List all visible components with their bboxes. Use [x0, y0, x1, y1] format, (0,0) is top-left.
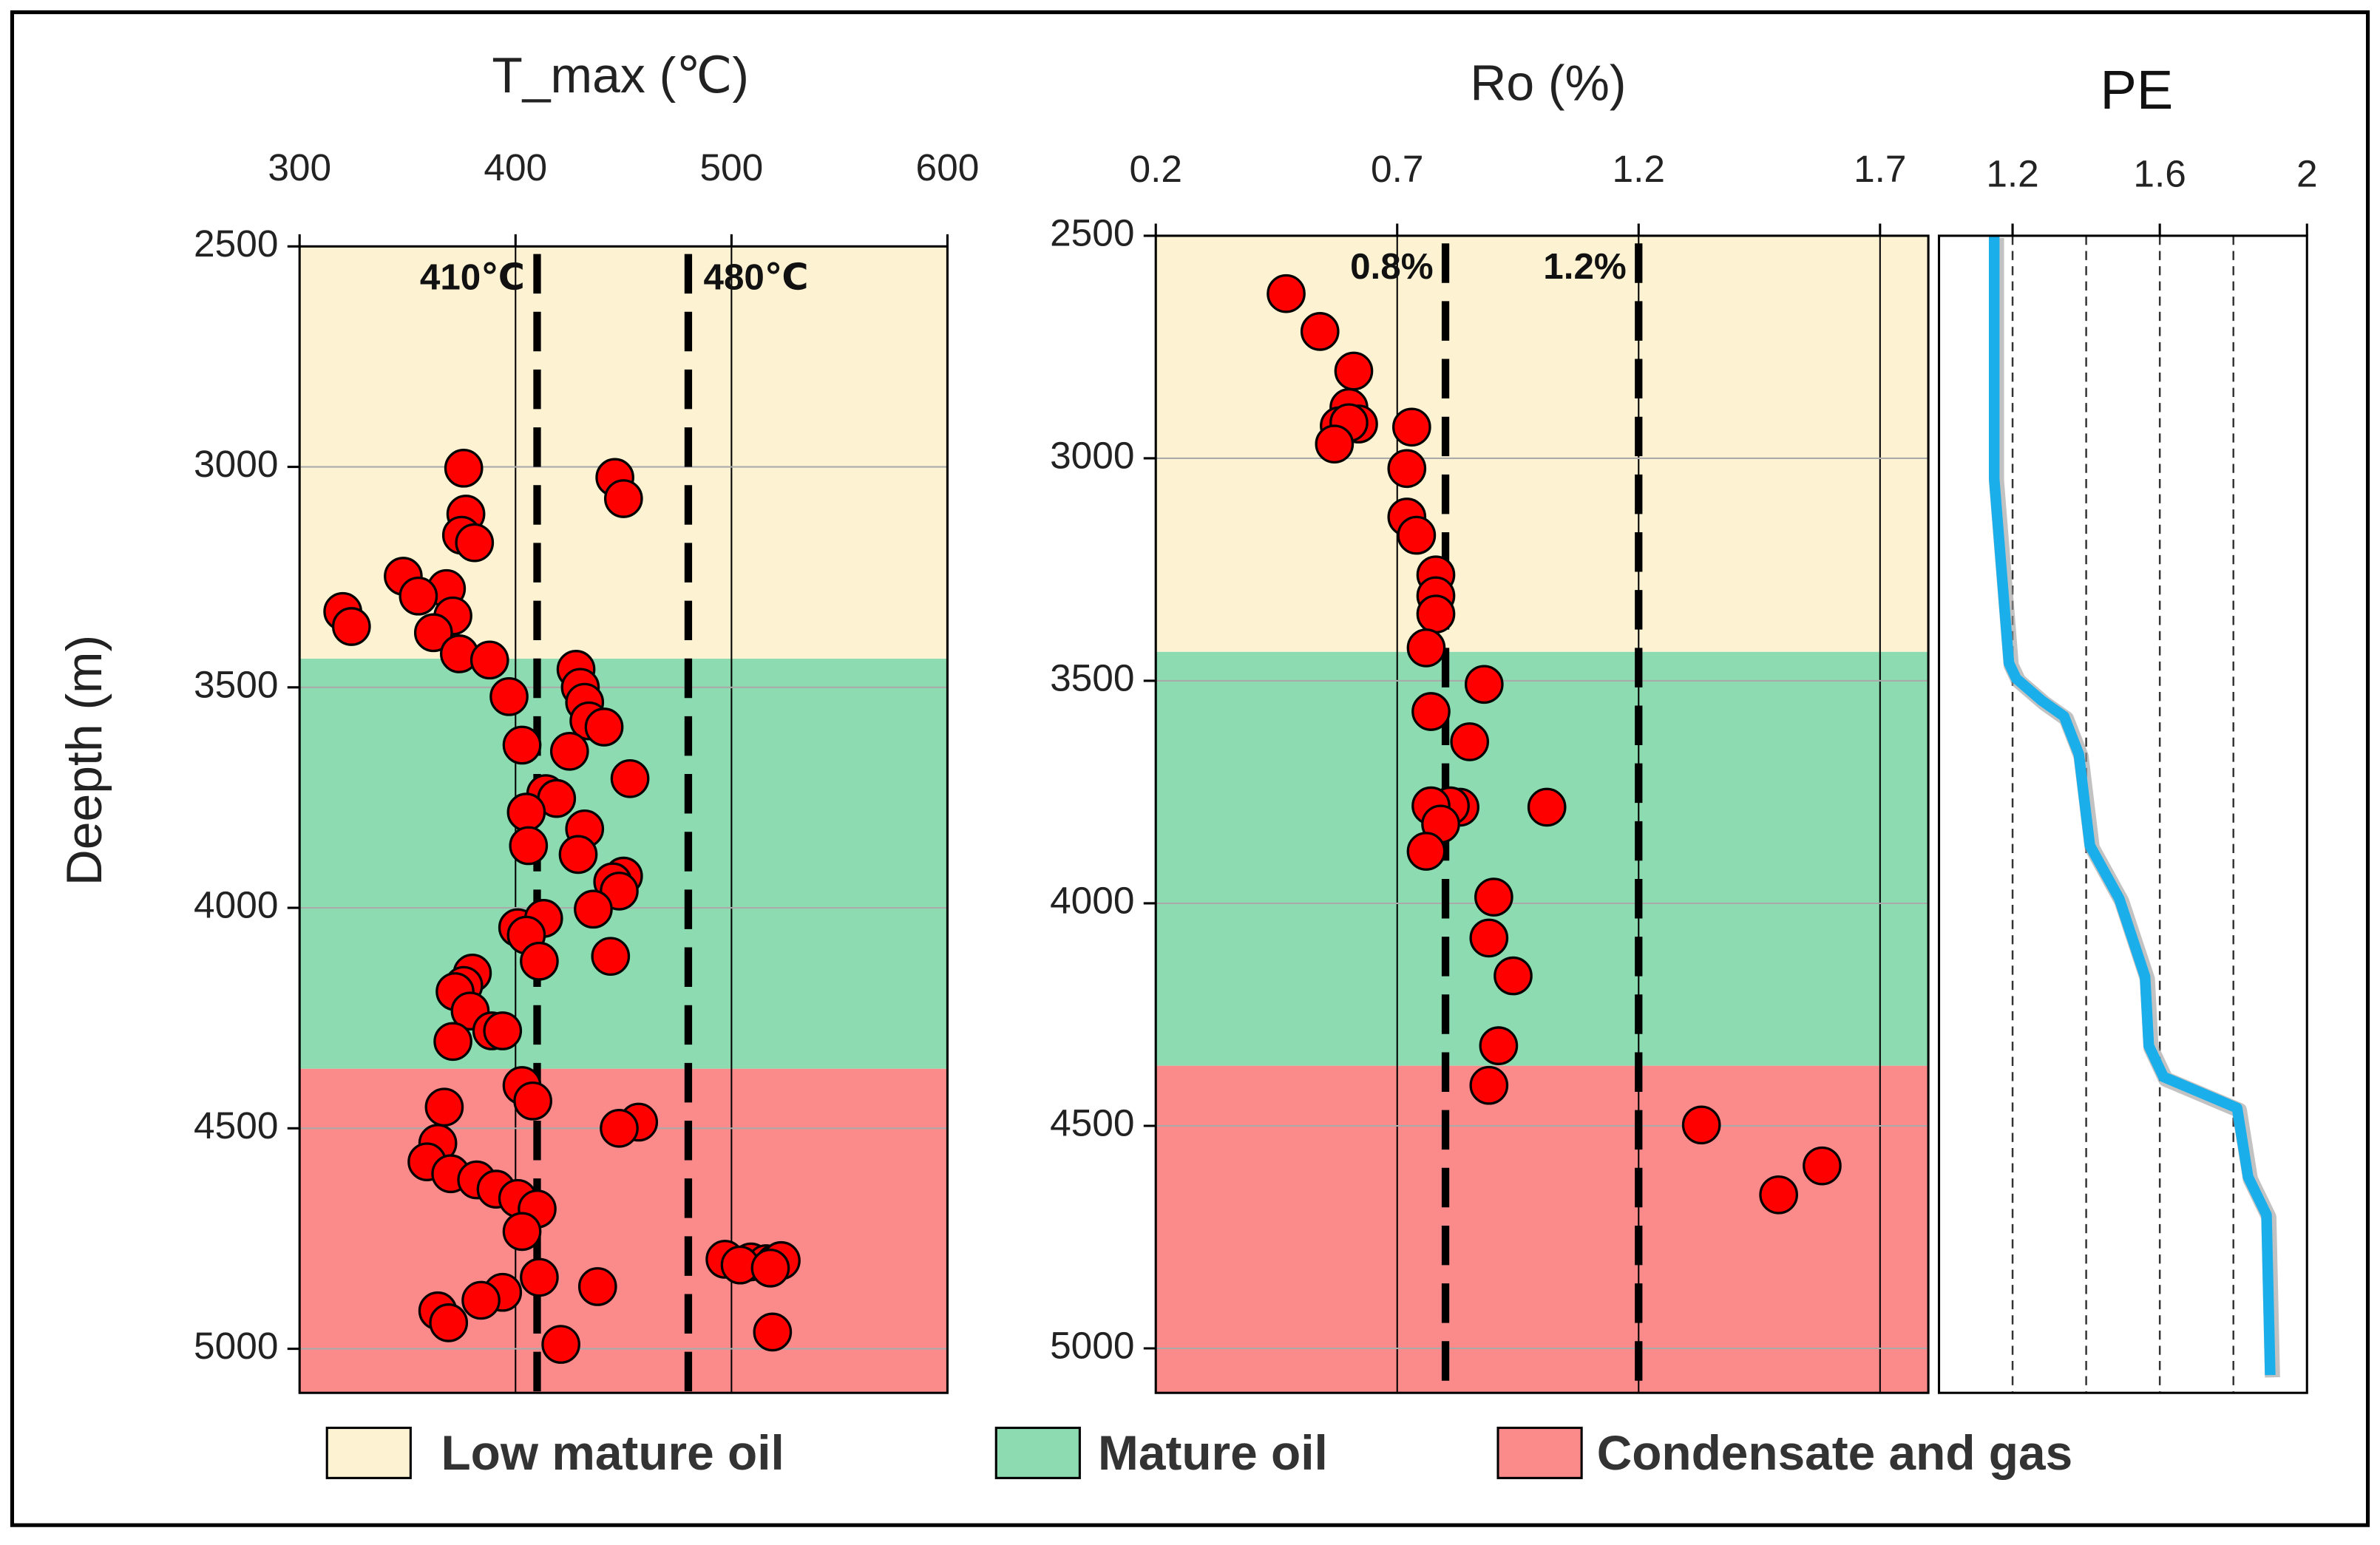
- data-point: [502, 1212, 542, 1252]
- y-tick-label: 3500: [1050, 656, 1134, 699]
- reference-label: 0.8%: [1350, 246, 1434, 287]
- data-point: [1416, 594, 1456, 634]
- data-point: [513, 1081, 552, 1121]
- plot-border: [1937, 234, 2308, 1394]
- data-point: [1803, 1146, 1842, 1186]
- x-tick-label: 1.7: [1854, 147, 1906, 190]
- data-point: [1681, 1105, 1721, 1145]
- data-point: [506, 792, 546, 832]
- data-point: [1474, 877, 1513, 917]
- data-point: [1387, 449, 1427, 489]
- legend-swatch: [994, 1426, 1081, 1479]
- data-point: [574, 889, 613, 929]
- data-point: [591, 937, 631, 977]
- x-tick-label: 600: [916, 146, 980, 189]
- data-point: [753, 1312, 793, 1352]
- data-point: [502, 725, 542, 765]
- data-point: [750, 1249, 790, 1288]
- y-tick-label: 3000: [194, 442, 278, 485]
- data-point: [433, 1022, 472, 1062]
- data-point: [1406, 832, 1446, 871]
- data-point: [610, 758, 650, 798]
- y-tick-label: 2500: [194, 222, 278, 265]
- data-point: [1397, 515, 1437, 555]
- plot-border: [1154, 234, 1930, 1394]
- data-point: [461, 1280, 501, 1320]
- data-point: [1469, 1065, 1509, 1105]
- plot-border: [298, 245, 949, 1394]
- legend-label: Low mature oil: [441, 1425, 784, 1480]
- data-point: [469, 640, 509, 680]
- reference-label: 480℃: [704, 257, 809, 298]
- data-point: [444, 449, 484, 488]
- y-tick-label: 5000: [1050, 1324, 1134, 1367]
- data-point: [1406, 628, 1446, 668]
- data-point: [603, 479, 643, 518]
- data-point: [1411, 692, 1451, 731]
- data-point: [1527, 787, 1567, 827]
- data-point: [429, 1303, 469, 1342]
- chart-title: T_max (℃): [492, 48, 749, 103]
- legend-swatch: [1496, 1426, 1583, 1479]
- legend-label: Condensate and gas: [1597, 1425, 2072, 1480]
- data-point: [577, 1267, 617, 1306]
- data-point: [1300, 312, 1340, 351]
- data-point: [1315, 424, 1355, 464]
- y-tick-label: 4000: [194, 883, 278, 926]
- zone: [1156, 1065, 1929, 1393]
- data-point: [1464, 665, 1504, 704]
- data-point: [600, 1108, 639, 1148]
- chart-title: Ro (%): [1470, 55, 1626, 111]
- data-point: [413, 613, 453, 653]
- data-point: [1334, 351, 1374, 391]
- x-tick-label: 300: [268, 146, 331, 189]
- y-tick-label: 3500: [194, 662, 278, 705]
- y-tick-label: 3000: [1050, 434, 1134, 477]
- x-tick-label: 2: [2296, 152, 2318, 194]
- data-point: [1267, 274, 1306, 313]
- y-tick-label: 4000: [1050, 879, 1134, 922]
- x-tick-label: 1.2: [1986, 152, 2038, 194]
- zone: [299, 246, 948, 659]
- data-point: [1479, 1026, 1519, 1065]
- data-point: [541, 1325, 580, 1364]
- data-point: [1392, 407, 1431, 447]
- data-point: [1450, 722, 1490, 761]
- chart-title: PE: [2101, 59, 2174, 120]
- x-tick-label: 500: [699, 146, 763, 189]
- y-tick-label: 5000: [194, 1324, 278, 1367]
- data-point: [549, 731, 589, 771]
- data-point: [520, 1257, 559, 1297]
- x-tick-label: 0.2: [1129, 147, 1181, 190]
- data-point: [489, 677, 529, 716]
- reference-label: 410℃: [420, 257, 525, 298]
- data-point: [584, 707, 624, 747]
- data-point: [424, 1087, 464, 1127]
- y-tick-label: 2500: [1050, 211, 1134, 254]
- x-tick-label: 1.2: [1613, 147, 1665, 190]
- y-tick-label: 4500: [1050, 1101, 1134, 1144]
- data-point: [558, 835, 598, 875]
- legend-swatch: [325, 1426, 412, 1479]
- x-tick-label: 400: [484, 146, 547, 189]
- x-tick-label: 1.6: [2133, 152, 2186, 194]
- data-point: [331, 607, 371, 646]
- line: [1988, 235, 2276, 1376]
- legend-label: Mature oil: [1098, 1425, 1328, 1480]
- y-axis-label: Deepth (m): [57, 635, 112, 886]
- data-point: [509, 826, 549, 866]
- data-point: [483, 1011, 523, 1050]
- x-tick-label: 0.7: [1371, 147, 1423, 190]
- data-point: [520, 941, 559, 981]
- data-point: [399, 577, 438, 616]
- data-point: [455, 523, 495, 563]
- zone: [1156, 651, 1929, 1066]
- y-tick-label: 4500: [194, 1104, 278, 1147]
- data-point: [1494, 956, 1533, 996]
- data-point: [1469, 918, 1509, 958]
- reference-label: 1.2%: [1543, 246, 1627, 287]
- data-point: [1759, 1175, 1798, 1215]
